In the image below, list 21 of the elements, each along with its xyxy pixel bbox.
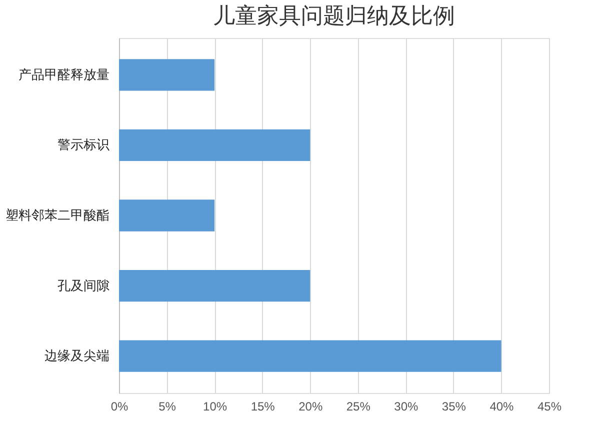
y-tick-label: 边缘及尖端 <box>44 348 110 364</box>
bar <box>119 129 310 162</box>
y-tick-label: 产品甲醛释放量 <box>18 66 110 82</box>
bar <box>119 270 310 302</box>
x-tick-label: 40% <box>490 400 514 414</box>
x-tick-label: 35% <box>442 400 466 414</box>
x-tick-label: 25% <box>346 400 371 414</box>
bar <box>119 200 215 232</box>
x-tick-label: 45% <box>537 400 562 414</box>
x-tick-label: 0% <box>110 400 128 414</box>
x-tick-label: 15% <box>250 400 276 414</box>
x-tick-label: 10% <box>203 400 228 414</box>
x-tick-label: 30% <box>394 400 418 414</box>
y-tick-label: 孔及间隙 <box>58 278 110 293</box>
y-tick-label: 塑料邻苯二甲酸酯 <box>6 208 110 222</box>
x-tick-label: 5% <box>158 400 176 414</box>
chart-title: 儿童家具问题归纳及比例 <box>213 4 455 29</box>
bar <box>119 59 215 91</box>
x-tick-label: 20% <box>298 400 323 414</box>
y-tick-label: 警示标识 <box>58 137 110 152</box>
bar <box>119 340 502 372</box>
